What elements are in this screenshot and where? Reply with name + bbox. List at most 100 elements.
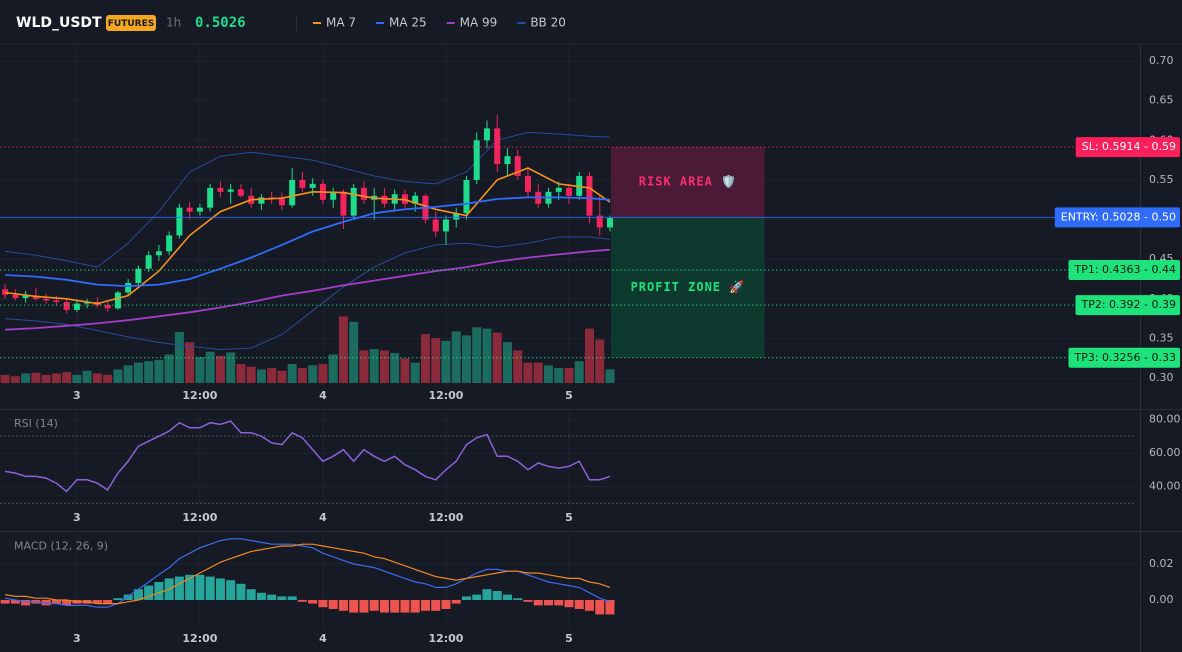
macd-histogram-bar [256,592,266,600]
candle-body [2,289,9,295]
volume-bar [441,340,451,383]
volume-bar [390,353,400,383]
volume-bar [41,374,51,383]
candle-body [565,187,572,196]
macd-histogram-bar [277,596,287,600]
volume-bar [420,334,430,383]
level-label-bg [1054,207,1180,228]
volume-bar [533,362,543,383]
x-tick-label: 12:00 [428,389,463,402]
volume-bar [349,321,359,383]
candle-body [22,295,29,299]
candle-body [453,213,460,220]
volume-bar [267,368,277,383]
volume-bar [502,342,512,383]
candle-body [43,298,50,301]
y-tick-label: 0.70 [1149,54,1174,67]
macd-histogram-bar [605,600,615,615]
candle-body [494,128,501,165]
candle-body [73,303,80,310]
candle-body [555,187,562,192]
macd-histogram-bar [410,600,420,613]
volume-bar [574,361,584,383]
candle-body [330,191,337,200]
candle-body [166,235,173,252]
candle-body [442,219,449,232]
x-tick-label: 3 [73,632,81,645]
volume-bar [308,365,318,383]
volume-bar [431,338,441,383]
volume-bar [21,373,31,383]
candle-body [155,251,162,256]
volume-bar [472,327,482,383]
macd-histogram-bar [195,574,205,600]
macd-histogram-bar [226,580,236,600]
macd-histogram-bar [308,600,318,604]
ma-line [4,167,611,305]
volume-bar [595,339,605,383]
level-label-bg [1075,137,1180,158]
legend-label: MA 25 [389,16,427,30]
macd-histogram-bar [123,594,133,600]
candle-body [32,295,39,299]
macd-histogram-bar [21,600,31,606]
candle-body [12,294,19,299]
candle-body [596,215,603,228]
volume-bar [226,352,236,383]
candle-body [412,195,419,204]
volume-bar [82,370,92,383]
volume-bar [379,350,389,383]
macd-histogram-bar [0,600,10,604]
candle-body [463,179,470,214]
zone-label: PROFIT ZONE 🚀 [631,280,746,294]
level-label: TP1: 0.4363 - 0.44 [1074,263,1177,276]
macd-histogram-bar [390,600,400,613]
x-tick-label: 5 [565,632,573,645]
macd-histogram-bar [113,598,123,600]
macd-histogram-bar [379,600,389,613]
volume-bar [62,372,72,383]
signal-line [4,543,611,605]
x-tick-label: 4 [319,389,327,402]
y-tick-label: 0.02 [1149,557,1174,570]
macd-histogram-bar [41,600,51,606]
panel-title: MACD (12, 26, 9) [14,539,108,552]
macd-histogram-bar [144,585,154,600]
macd-histogram-bar [359,600,369,613]
y-tick-label: 40.00 [1149,480,1181,493]
y-tick-label: 0.00 [1149,593,1174,606]
legend-label: BB 20 [530,16,566,30]
macd-histogram-bar [338,600,348,611]
candle-body [217,187,224,192]
badge-bg [106,15,156,31]
macd-histogram-bar [564,600,574,608]
candle-body [63,301,70,310]
x-tick-label: 5 [565,511,573,524]
x-tick-label: 12:00 [182,511,217,524]
candle-body [524,175,531,192]
candle-body [586,175,593,216]
macd-histogram-bar [543,600,553,606]
x-tick-label: 5 [565,389,573,402]
symbol[interactable]: WLD_USDT [16,15,102,31]
volume-bar [51,373,61,383]
macd-histogram-bar [62,600,72,606]
volume-bar [523,362,533,383]
candle-body [135,268,142,283]
volume-bar [174,332,184,383]
macd-histogram-bar [205,576,215,600]
macd-histogram-bar [584,600,594,611]
candle-body [114,292,121,309]
volume-bar [246,366,256,383]
volume-bar [513,350,523,383]
x-tick-label: 4 [319,632,327,645]
interval[interactable]: 1h [166,16,181,30]
volume-bar [400,358,410,383]
candle-body [473,140,480,180]
macd-histogram-bar [533,600,543,606]
volume-bar [215,355,225,383]
zone [611,217,765,358]
volume-bar [461,335,471,383]
level-label: TP2: 0.392 - 0.39 [1081,298,1177,311]
